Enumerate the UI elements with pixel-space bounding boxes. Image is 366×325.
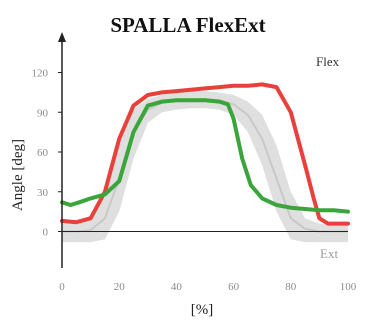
y-tick-label: 120 — [32, 68, 49, 80]
axis-layer — [58, 32, 348, 268]
x-axis-label: [%] — [191, 302, 214, 318]
series-layer — [60, 82, 350, 226]
x-tick-label: 0 — [59, 281, 65, 293]
y-tick-label: 60 — [37, 147, 49, 159]
x-tick-label: 40 — [171, 281, 183, 293]
y-tick-label: 30 — [37, 187, 49, 199]
y-tick-label: 90 — [37, 107, 49, 119]
chart-title: SPALLA FlexExt — [110, 13, 265, 37]
annotation-ext: Ext — [320, 246, 338, 261]
annotation-flex: Flex — [316, 54, 340, 69]
y-axis-label: Angle [deg] — [10, 139, 26, 211]
y-axis-arrow — [58, 32, 66, 42]
x-tick-label: 100 — [340, 281, 357, 293]
tick-layer: 0 30 60 90 120 0 20 40 60 80 100 — [32, 68, 357, 294]
series-line-red — [60, 82, 350, 226]
y-tick-label: 0 — [43, 227, 49, 239]
series-line-green — [60, 98, 350, 214]
x-tick-label: 60 — [228, 281, 240, 293]
x-tick-label: 20 — [114, 281, 126, 293]
x-tick-label: 80 — [285, 281, 297, 293]
